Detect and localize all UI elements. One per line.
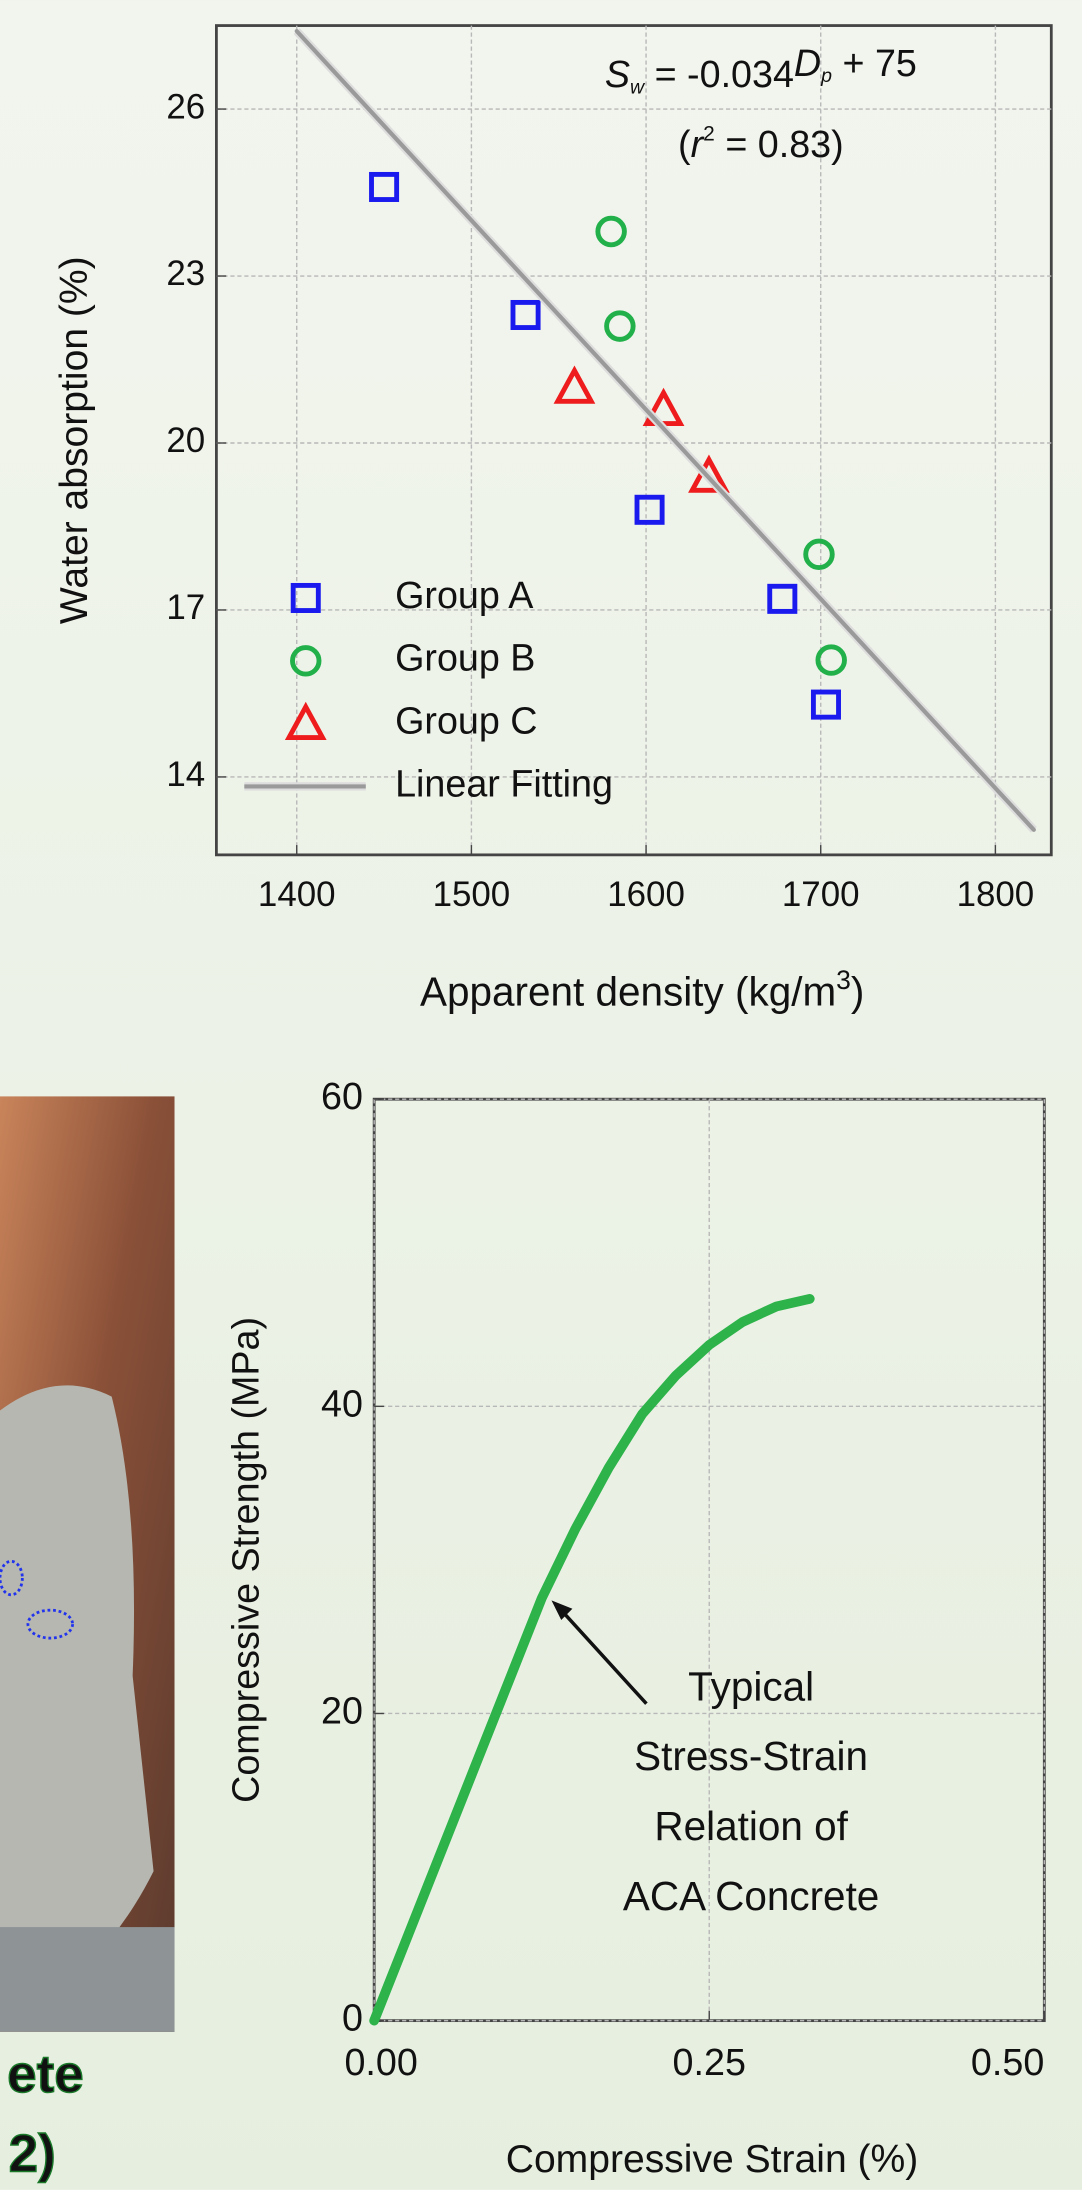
equation-part: D [794,42,821,84]
y-tick-label: 17 [166,588,205,627]
equation-part: S [605,53,630,95]
legend-label: Group B [395,637,535,679]
photo-caption: 2) [9,2124,56,2183]
y-tick-label: 14 [166,755,205,794]
annotation: ACA Concrete [623,1873,879,1919]
photo: ete 2) [0,1096,175,2183]
x-axis-label-part: ) [851,968,864,1014]
y-tick-label: 60 [321,1075,363,1117]
y-tick-label: 40 [321,1382,363,1424]
equation-part: = 0.83) [715,123,844,165]
y-tick-label: 20 [166,421,205,460]
screenshot: ete 2) 140015001600170018001417202326Wat… [0,0,1082,2190]
y-tick-label: 23 [166,254,205,293]
x-axis-label: Compressive Strain (%) [506,2138,919,2181]
annotation: Relation of [654,1803,848,1849]
legend-label: Group C [395,700,537,742]
y-axis-label: Water absorption (%) [53,256,96,624]
x-tick-label: 0.50 [971,2041,1044,2083]
x-tick-label: 1700 [782,875,860,914]
annotation: Stress-Strain [634,1733,868,1779]
equation-part: ( [678,123,691,165]
legend-label: Linear Fitting [395,762,613,804]
x-axis-label-part: Apparent density (kg/m [420,968,836,1014]
equation: (r2 = 0.83) [678,122,844,165]
x-tick-label: 1600 [607,875,685,914]
equation-part: 2 [703,122,715,145]
y-axis-label: Compressive Strength (MPa) [224,1317,266,1803]
x-tick-label: 1400 [258,875,336,914]
annotation: Typical [688,1663,814,1709]
x-axis-label: Apparent density (kg/m3) [420,965,864,1014]
y-tick-label: 26 [166,87,205,126]
x-tick-label: 1800 [957,875,1035,914]
x-tick-label: 0.25 [673,2041,746,2083]
photo-caption: ete [7,2045,84,2104]
equation-part: = -0.034 [644,53,794,95]
x-tick-label: 0.00 [344,2041,417,2083]
photo-floor [0,1927,175,2032]
y-tick-label: 20 [321,1689,363,1731]
x-axis-label-part: 3 [836,965,851,995]
x-tick-label: 1500 [433,875,511,914]
equation-part: p [820,65,832,87]
equation-part: + 75 [832,42,917,84]
page: {"chart_data":[ {"type":"scatter","ylabe… [0,0,1082,2190]
y-tick-label: 0 [342,1997,363,2039]
legend-label: Group A [395,574,534,616]
